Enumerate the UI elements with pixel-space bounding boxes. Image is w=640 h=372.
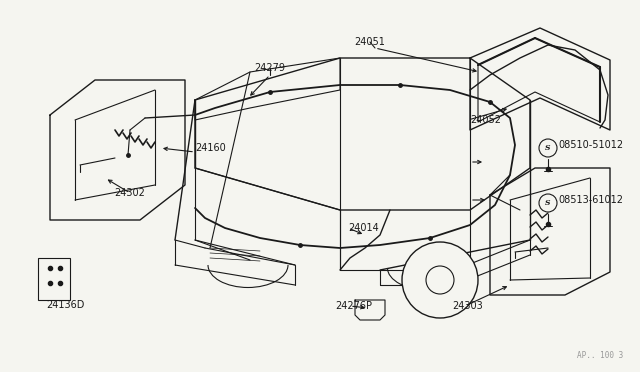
Text: 24136D: 24136D	[46, 300, 84, 310]
Circle shape	[426, 266, 454, 294]
Circle shape	[539, 139, 557, 157]
Text: 24279: 24279	[255, 63, 285, 73]
Text: 24051: 24051	[355, 37, 385, 47]
Text: S: S	[545, 144, 551, 152]
FancyBboxPatch shape	[38, 258, 70, 300]
Text: S: S	[545, 199, 551, 207]
Circle shape	[539, 194, 557, 212]
Text: 08513-61012: 08513-61012	[558, 195, 623, 205]
Text: 24302: 24302	[115, 188, 145, 198]
Text: AP.. 100 3: AP.. 100 3	[577, 350, 623, 359]
Text: 24052: 24052	[470, 115, 501, 125]
Text: 24160: 24160	[195, 143, 226, 153]
Text: 08510-51012: 08510-51012	[558, 140, 623, 150]
Text: 24014: 24014	[348, 223, 379, 233]
Text: 24303: 24303	[452, 301, 483, 311]
Text: 24276P: 24276P	[335, 301, 372, 311]
Circle shape	[402, 242, 478, 318]
